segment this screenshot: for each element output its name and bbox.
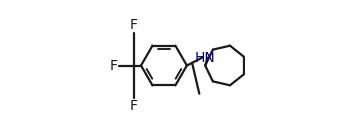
- Text: F: F: [110, 59, 117, 72]
- Text: HN: HN: [194, 51, 215, 65]
- Text: F: F: [130, 18, 138, 32]
- Text: F: F: [130, 99, 138, 113]
